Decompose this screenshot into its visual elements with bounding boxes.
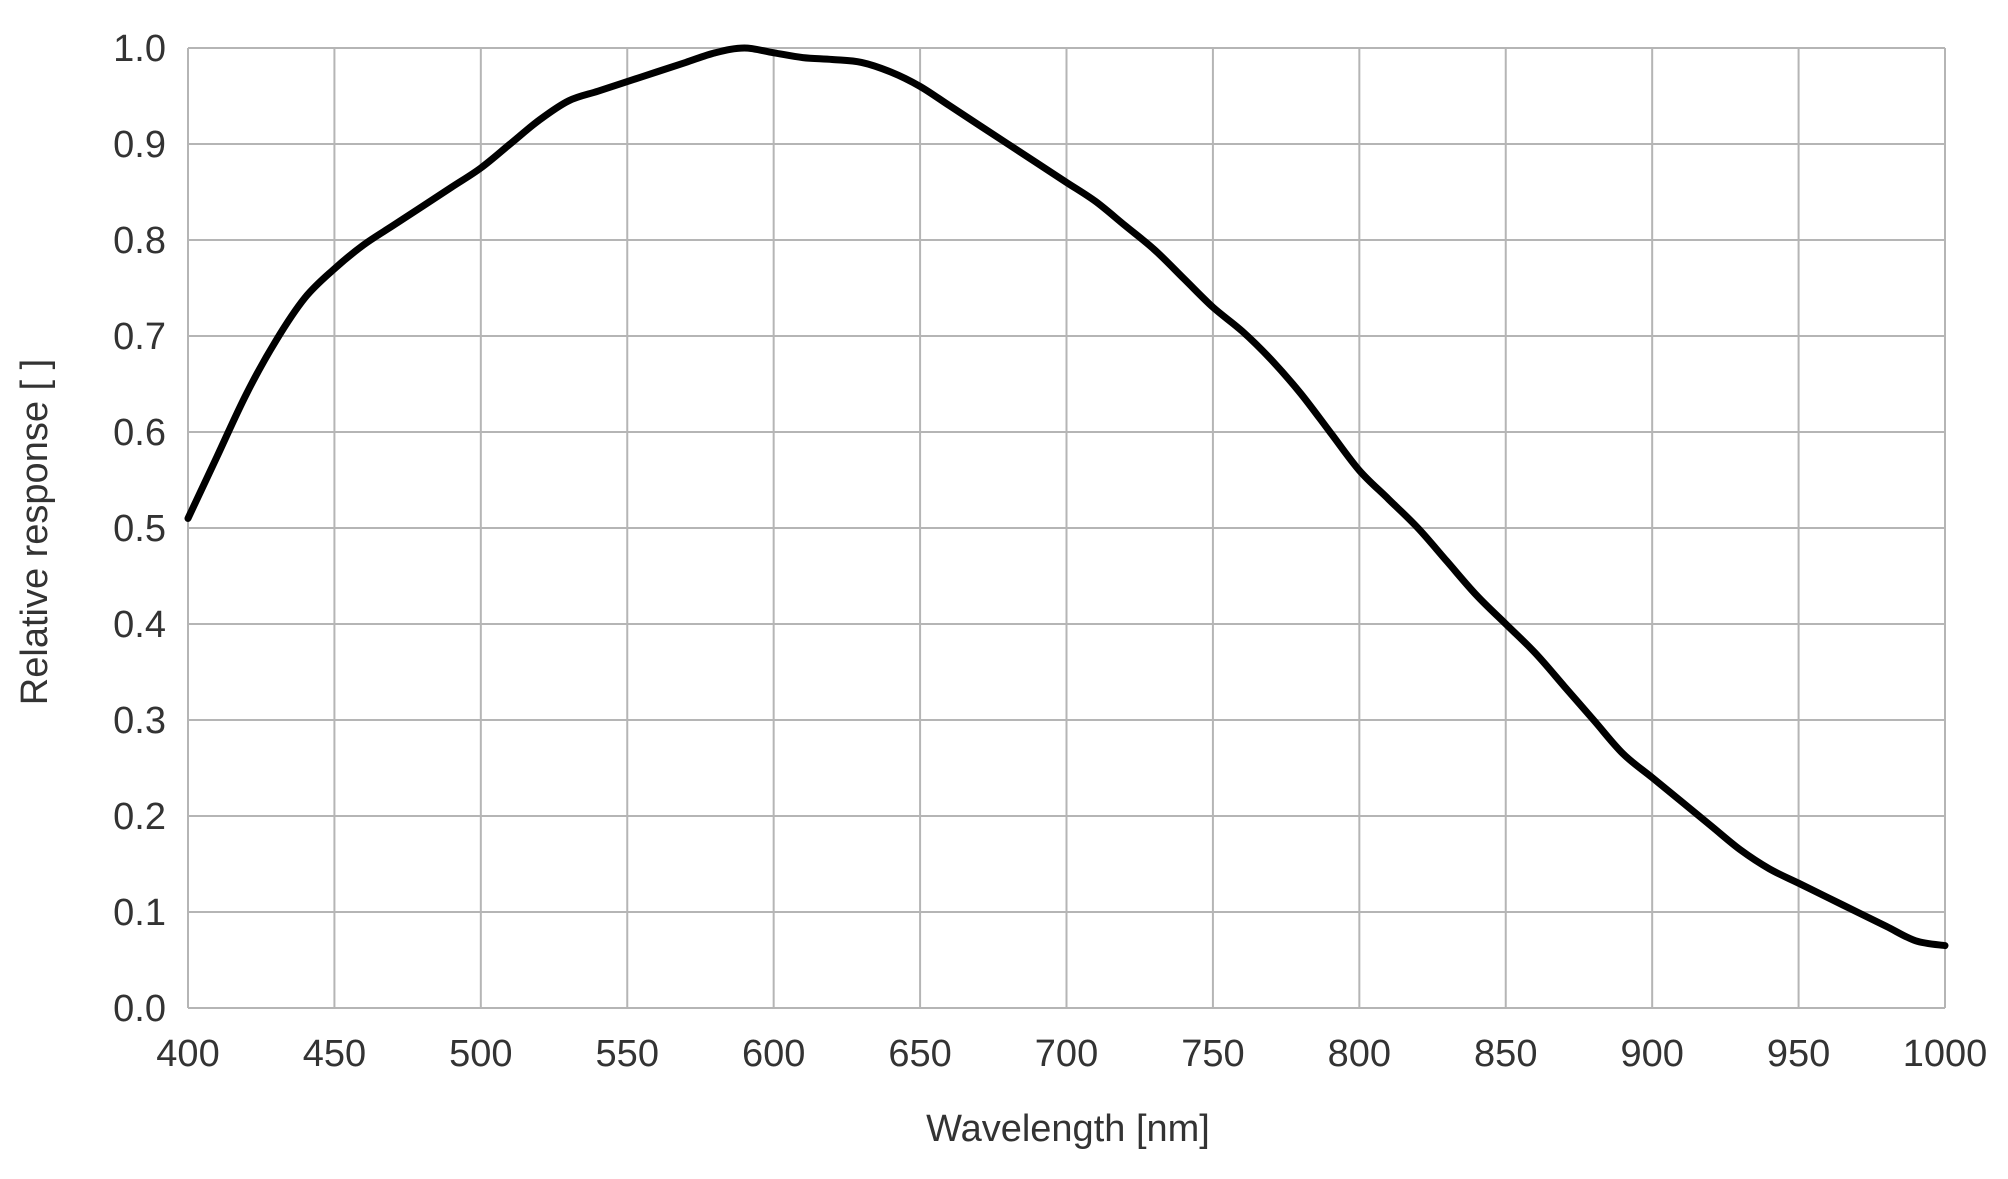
y-tick-label: 0.5: [113, 508, 166, 550]
y-tick-label: 0.6: [113, 412, 166, 454]
y-tick-label: 0.4: [113, 604, 166, 646]
y-axis-title: Relative response [ ]: [14, 359, 56, 705]
y-tick-label: 0.8: [113, 220, 166, 262]
y-tick-label: 0.7: [113, 316, 166, 358]
x-tick-label: 1000: [1903, 1033, 1988, 1075]
x-tick-label: 400: [156, 1033, 219, 1075]
x-tick-label: 900: [1620, 1033, 1683, 1075]
y-tick-label: 1.0: [113, 28, 166, 70]
series-line-relative-response: [184, 44, 1949, 950]
y-tick-label: 0.0: [113, 988, 166, 1030]
x-axis-ticks: 400 450 500 550 600 650 700 750 800 850 900 950 1000: [156, 1033, 1987, 1075]
y-tick-label: 0.3: [113, 700, 166, 742]
x-tick-label: 600: [742, 1033, 805, 1075]
y-axis-ticks: 0.0 0.1 0.2 0.3 0.4 0.5 0.6 0.7 0.8 0.9 1.0: [113, 28, 166, 1030]
x-tick-label: 850: [1474, 1033, 1537, 1075]
x-axis-title: Wavelength [nm]: [926, 1108, 1210, 1150]
series-layer: [184, 44, 1949, 950]
y-tick-label: 0.9: [113, 124, 166, 166]
grid-layer: [187, 47, 1946, 1009]
y-tick-label: 0.1: [113, 892, 166, 934]
x-tick-label: 800: [1328, 1033, 1391, 1075]
x-tick-label: 450: [303, 1033, 366, 1075]
x-tick-label: 500: [449, 1033, 512, 1075]
x-tick-label: 550: [596, 1033, 659, 1075]
x-tick-label: 950: [1767, 1033, 1830, 1075]
x-tick-label: 750: [1181, 1033, 1244, 1075]
x-tick-label: 700: [1035, 1033, 1098, 1075]
y-tick-label: 0.2: [113, 796, 166, 838]
x-tick-label: 650: [888, 1033, 951, 1075]
